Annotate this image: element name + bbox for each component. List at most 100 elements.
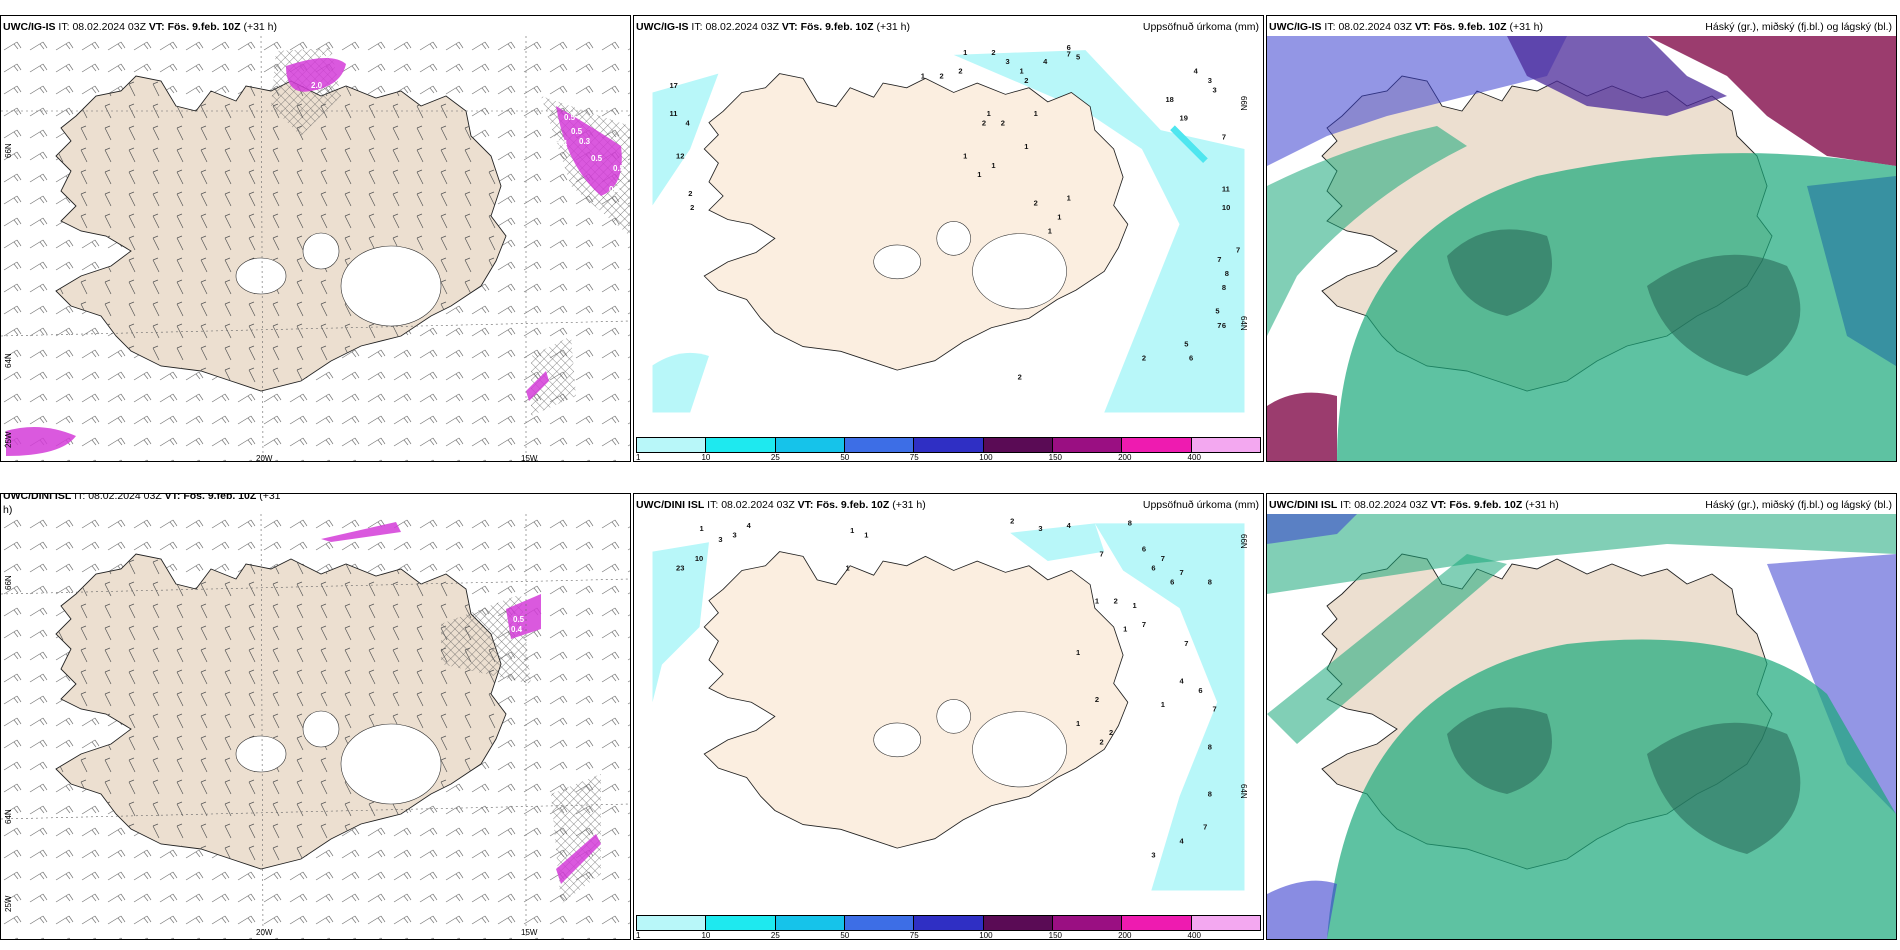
color-scale-swatch: [983, 916, 1053, 930]
precip-value-label: 1: [1048, 227, 1052, 236]
color-scale-tick: 50: [840, 931, 850, 940]
lat-label: 66N: [4, 143, 13, 158]
precip-value-label: 1: [845, 563, 849, 572]
vt-value: Fös. 9.feb. 10Z: [1449, 499, 1523, 511]
value-label: 0.3: [609, 185, 621, 194]
color-scale-swatch: [637, 916, 707, 930]
color-scale: 1 10 25 50 75 100 150 200 400: [634, 435, 1263, 461]
it-value: 08.02.2024 03Z: [88, 493, 162, 502]
precip-value-label: 6: [1198, 686, 1202, 695]
model-name: UWC/DINI ISL: [1269, 499, 1338, 511]
precip-value-label: 2: [991, 48, 995, 57]
panel-top-mid-precip: UWC/IG-IS IT: 08.02.2024 03Z VT: Fös. 9.…: [633, 15, 1264, 462]
color-scale-tick: 400: [1187, 931, 1201, 940]
lat-label: 66N: [1239, 534, 1249, 549]
precip-value-label: 1: [1161, 700, 1165, 709]
color-scale-swatch: [637, 438, 707, 452]
precip-value-label: 18: [1165, 95, 1173, 104]
precip-value-label: 7: [1161, 554, 1165, 563]
precip-value-label: 1: [850, 526, 854, 535]
color-scale-swatch: [706, 916, 776, 930]
color-scale-swatch: [1191, 438, 1260, 452]
vt-value: Fös. 9.feb. 10Z: [800, 21, 874, 33]
panel-top-right-clouds: UWC/IG-IS IT: 08.02.2024 03Z VT: Fös. 9.…: [1266, 15, 1897, 462]
precip-value-label: 2: [1010, 516, 1014, 525]
lead-time: (+31 h): [1509, 21, 1544, 33]
panel-right-title: Háský (gr.), miðský (fj.bl.) og lágský (…: [1705, 499, 1892, 511]
precip-value-label: 4: [1180, 836, 1185, 845]
it-value: 08.02.2024 03Z: [1338, 21, 1412, 33]
color-scale-tick: 10: [701, 453, 711, 462]
precip-value-label: 8: [1128, 518, 1132, 527]
precip-value-label: 7: [1217, 321, 1221, 330]
panel-bottom-left-wind: UWC/DINI ISL IT: 08.02.2024 03Z VT: Fös.…: [0, 493, 631, 940]
panel-bottom-right-clouds: UWC/DINI ISL IT: 08.02.2024 03Z VT: Fös.…: [1266, 493, 1897, 940]
color-scale-bar: [636, 437, 1261, 453]
precip-value-label: 6: [1067, 43, 1071, 52]
precip-value-label: 2: [1100, 738, 1104, 747]
precip-value-label: 2: [690, 203, 694, 212]
precip-value-label: 1: [1123, 625, 1127, 634]
lead-time: (+31 h): [892, 499, 926, 511]
precip-value-label: 2: [1024, 76, 1028, 85]
cloud-map: [1267, 36, 1896, 461]
precip-value-label: 8: [1208, 578, 1212, 587]
precip-value-label: 2: [1034, 198, 1038, 207]
precip-value-label: 4: [1043, 57, 1048, 66]
it-label: IT:: [74, 493, 86, 502]
color-scale-tick: 1: [636, 931, 641, 940]
color-scale-swatch: [1122, 916, 1192, 930]
lead-time: (+31 h): [1525, 499, 1559, 511]
precip-value-label: 4: [1180, 676, 1185, 685]
value-label: 0.5: [571, 127, 583, 136]
precip-value-label: 3: [1005, 57, 1009, 66]
precip-value-label: 17: [669, 81, 677, 90]
color-scale-tick: 75: [909, 453, 919, 462]
lead-time: (+31: [259, 493, 281, 502]
vt-label: VT:: [164, 493, 181, 502]
value-label: 0.4: [556, 139, 568, 148]
color-scale-swatch: [914, 916, 984, 930]
color-scale-tick: 100: [979, 453, 993, 462]
color-scale-swatch: [775, 916, 845, 930]
precip-value-label: 4: [685, 118, 690, 127]
it-label: IT:: [707, 499, 719, 511]
precip-value-label: 2: [1109, 728, 1113, 737]
precip-value-label: 1: [991, 161, 995, 170]
color-scale-tick: 1: [636, 453, 641, 462]
lon-label: 15W: [521, 928, 538, 937]
vt-label: VT:: [148, 21, 165, 33]
value-label: 0.5: [613, 164, 625, 173]
model-name: UWC/IG-IS: [636, 21, 689, 33]
panel-header: UWC/IG-IS IT: 08.02.2024 03Z VT: Fös. 9.…: [1269, 21, 1543, 33]
color-scale-swatch: [1052, 916, 1123, 930]
color-scale-tick: 25: [770, 931, 780, 940]
precip-value-label: 6: [1170, 578, 1174, 587]
precip-value-label: 2: [1018, 373, 1022, 382]
precip-value-label: 2: [982, 118, 986, 127]
value-label: 0.4: [511, 625, 523, 634]
precip-value-label: 5: [1076, 53, 1080, 62]
precip-value-label: 2: [1142, 354, 1146, 363]
color-scale-tick: 400: [1187, 453, 1201, 462]
color-scale-tick: 10: [701, 931, 711, 940]
color-scale-swatch: [1191, 916, 1260, 930]
precip-value-label: 8: [1208, 789, 1212, 798]
color-scale-tick: 150: [1048, 931, 1063, 940]
precip-value-label: 2: [1095, 695, 1099, 704]
precip-value-label: 6: [1151, 563, 1155, 572]
precip-value-label: 1: [1076, 719, 1080, 728]
panel-right-title: Uppsöfnuð úrkoma (mm): [1142, 21, 1259, 33]
precip-value-label: 7: [1067, 50, 1071, 59]
precip-value-label: 1: [1024, 142, 1028, 151]
precip-value-label: 1: [987, 109, 991, 118]
precip-value-label: 8: [1225, 269, 1229, 278]
lat-label: 64N: [4, 353, 13, 368]
precip-value-label: 3: [1151, 851, 1155, 860]
lat-label: 66N: [4, 575, 13, 590]
lon-label: 20W: [256, 928, 273, 937]
precip-value-label: 7: [1142, 620, 1146, 629]
precip-value-label: 6: [1222, 321, 1226, 330]
wind-map: 1.0 2.0 0.5 0.5 0.3 0.4 0.5 0.5 0.3: [1, 36, 630, 461]
